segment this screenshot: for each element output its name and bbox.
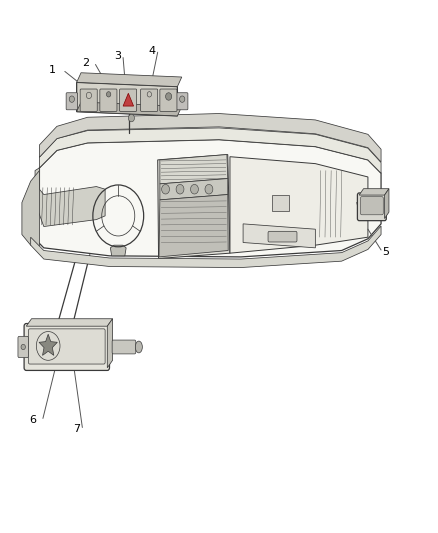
- Circle shape: [180, 96, 185, 102]
- Text: 5: 5: [382, 247, 389, 256]
- FancyBboxPatch shape: [160, 89, 177, 111]
- Polygon shape: [243, 224, 315, 248]
- FancyBboxPatch shape: [18, 336, 28, 358]
- Circle shape: [162, 184, 170, 194]
- Circle shape: [21, 344, 25, 350]
- Polygon shape: [107, 319, 113, 368]
- Circle shape: [176, 184, 184, 194]
- Polygon shape: [385, 189, 389, 219]
- Polygon shape: [22, 171, 39, 248]
- FancyBboxPatch shape: [357, 193, 386, 221]
- FancyBboxPatch shape: [268, 231, 297, 242]
- Polygon shape: [35, 168, 105, 227]
- FancyBboxPatch shape: [141, 89, 158, 111]
- FancyBboxPatch shape: [100, 89, 117, 111]
- Polygon shape: [159, 195, 228, 257]
- Polygon shape: [26, 319, 113, 326]
- Text: 1: 1: [49, 66, 56, 75]
- Text: 4: 4: [149, 46, 156, 55]
- Text: 7: 7: [73, 424, 80, 433]
- Polygon shape: [39, 128, 381, 173]
- Polygon shape: [77, 102, 182, 116]
- FancyBboxPatch shape: [80, 89, 97, 111]
- Circle shape: [191, 184, 198, 194]
- Polygon shape: [359, 189, 389, 195]
- Polygon shape: [230, 157, 368, 253]
- Text: 3: 3: [114, 51, 121, 61]
- Polygon shape: [110, 245, 126, 256]
- FancyBboxPatch shape: [120, 89, 137, 111]
- Circle shape: [166, 93, 172, 100]
- Polygon shape: [160, 155, 228, 184]
- Polygon shape: [77, 82, 177, 116]
- Polygon shape: [123, 93, 134, 106]
- Circle shape: [69, 96, 74, 102]
- FancyBboxPatch shape: [112, 340, 136, 354]
- FancyBboxPatch shape: [177, 93, 188, 110]
- Polygon shape: [31, 226, 381, 268]
- Polygon shape: [160, 179, 228, 200]
- Polygon shape: [158, 155, 230, 259]
- FancyBboxPatch shape: [66, 93, 78, 110]
- FancyBboxPatch shape: [360, 197, 383, 215]
- FancyBboxPatch shape: [24, 324, 110, 370]
- Circle shape: [128, 114, 134, 122]
- Polygon shape: [31, 140, 381, 257]
- Polygon shape: [77, 72, 182, 86]
- FancyBboxPatch shape: [272, 195, 289, 211]
- Polygon shape: [39, 334, 57, 356]
- Circle shape: [205, 184, 213, 194]
- Text: 6: 6: [29, 415, 36, 425]
- Text: 2: 2: [82, 58, 89, 68]
- Circle shape: [106, 92, 111, 97]
- FancyBboxPatch shape: [28, 329, 105, 364]
- Ellipse shape: [135, 341, 142, 353]
- Polygon shape: [39, 114, 381, 162]
